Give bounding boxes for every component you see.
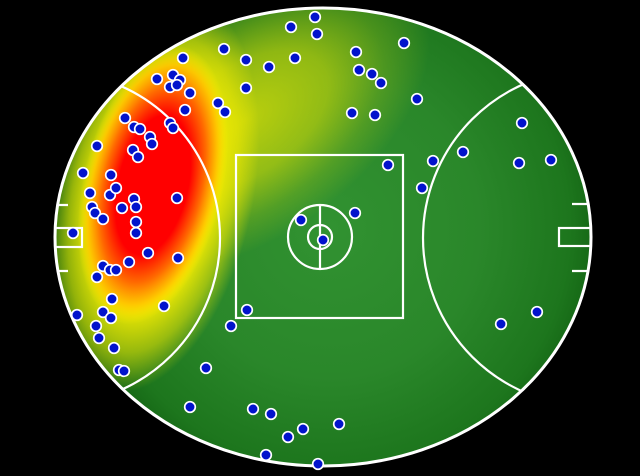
data-point <box>166 121 180 135</box>
data-point <box>308 10 322 24</box>
data-point <box>397 36 411 50</box>
data-point <box>145 137 159 151</box>
data-point <box>349 45 363 59</box>
data-point <box>515 116 529 130</box>
data-point <box>96 305 110 319</box>
data-point <box>70 308 84 322</box>
data-point <box>310 27 324 41</box>
data-point <box>133 122 147 136</box>
data-point <box>311 457 325 471</box>
data-point <box>288 51 302 65</box>
data-point <box>90 139 104 153</box>
data-point <box>368 108 382 122</box>
data-point <box>150 72 164 86</box>
data-point <box>170 78 184 92</box>
data-point <box>259 448 273 462</box>
data-point <box>332 417 346 431</box>
data-point <box>183 400 197 414</box>
data-point <box>284 20 298 34</box>
data-point <box>171 251 185 265</box>
data-point <box>512 156 526 170</box>
data-point <box>544 153 558 167</box>
data-point <box>96 212 110 226</box>
fifty-metre-arc-left <box>55 70 222 406</box>
fifty-metre-arc-right <box>421 68 591 408</box>
data-point <box>281 430 295 444</box>
data-point <box>66 226 80 240</box>
data-point <box>374 76 388 90</box>
data-point <box>176 51 190 65</box>
data-point <box>131 150 145 164</box>
data-point <box>170 191 184 205</box>
data-point <box>348 206 362 220</box>
data-point <box>157 299 171 313</box>
data-point <box>239 53 253 67</box>
data-point <box>76 166 90 180</box>
data-point <box>211 96 225 110</box>
data-point <box>381 158 395 172</box>
data-point <box>239 81 253 95</box>
data-point <box>415 181 429 195</box>
data-point <box>494 317 508 331</box>
data-point <box>217 42 231 56</box>
data-point <box>109 263 123 277</box>
data-point <box>90 270 104 284</box>
data-point <box>83 186 97 200</box>
centre-square <box>234 153 405 320</box>
data-point <box>352 63 366 77</box>
scatter-layer <box>66 10 558 471</box>
data-point <box>88 206 102 220</box>
data-point <box>410 92 424 106</box>
goal-square-left <box>55 226 84 249</box>
data-point <box>118 111 132 125</box>
data-point <box>456 145 470 159</box>
data-point <box>294 213 308 227</box>
data-point <box>316 233 330 247</box>
data-point <box>122 255 136 269</box>
data-point <box>296 422 310 436</box>
data-point <box>218 105 232 119</box>
data-point <box>199 361 213 375</box>
data-point <box>141 246 155 260</box>
data-point <box>105 292 119 306</box>
data-point <box>224 319 238 333</box>
data-point <box>426 154 440 168</box>
data-point <box>107 341 121 355</box>
data-point <box>262 60 276 74</box>
data-point <box>530 305 544 319</box>
data-point <box>104 311 118 325</box>
data-point <box>92 331 106 345</box>
data-point <box>183 86 197 100</box>
data-point <box>129 215 143 229</box>
data-point <box>178 103 192 117</box>
data-point <box>115 201 129 215</box>
data-point <box>89 319 103 333</box>
data-point <box>109 181 123 195</box>
data-point <box>240 303 254 317</box>
heat-red <box>77 45 229 325</box>
data-point <box>264 407 278 421</box>
data-point <box>129 226 143 240</box>
data-point <box>246 402 260 416</box>
goal-square-right <box>557 226 591 248</box>
data-point <box>345 106 359 120</box>
data-point <box>129 200 143 214</box>
data-point <box>365 67 379 81</box>
data-point <box>117 364 131 378</box>
data-point <box>104 168 118 182</box>
